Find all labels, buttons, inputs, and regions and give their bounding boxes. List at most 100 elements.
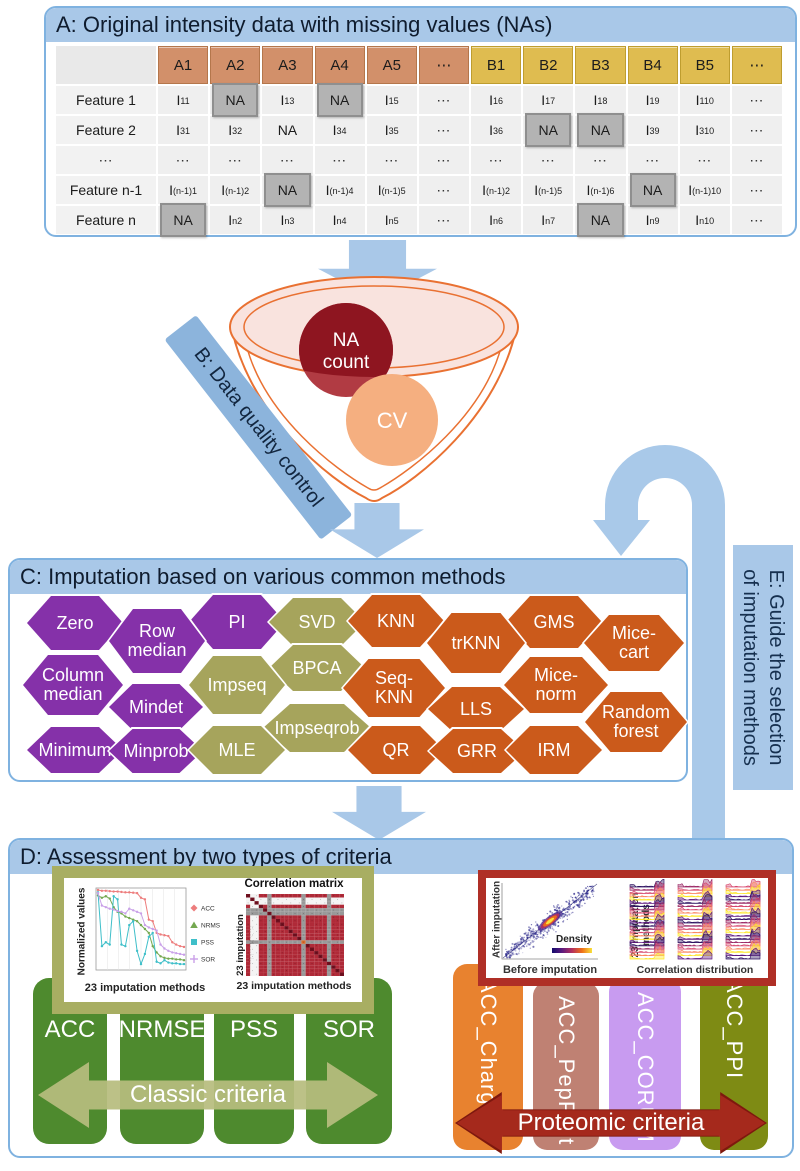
table-cell: ⋯: [418, 146, 469, 174]
table-header-cell: A1: [158, 46, 209, 84]
table-cell: NA: [262, 116, 313, 144]
hex-irm: IRM: [504, 724, 604, 776]
corr-matrix-xlabel: 23 imputation methods: [236, 980, 352, 992]
cv-label: CV: [377, 408, 408, 433]
table-header-cell: A3: [262, 46, 313, 84]
panel-e-title: E: Guide the selection of imputation met…: [733, 545, 793, 790]
normalized-values-chart: Normalized values ACC NRMS PSS SOR 23 imput…: [70, 884, 221, 1002]
scatter-xlabel: Before imputation: [502, 964, 598, 976]
table-row-label: Feature 1: [56, 86, 156, 114]
svg-text:ACC: ACC: [201, 906, 215, 913]
table-cell: NA: [314, 83, 365, 117]
table-row-label: Feature 2: [56, 116, 156, 144]
table-cell: I 18: [575, 86, 626, 114]
svg-text:PSS: PSS: [201, 940, 215, 947]
table-cell: I 11: [158, 86, 209, 114]
table-cell: I (n-1)2: [210, 176, 261, 204]
table-cell: I (n-1)5: [523, 176, 574, 204]
table-row-label: ⋯: [56, 146, 156, 174]
table-cell: ⋯: [731, 206, 782, 234]
hex-mle: MLE: [187, 724, 287, 776]
table-header-cell: B1: [471, 46, 522, 84]
proteomic-charts-frame: After imputation Density Before imputati…: [478, 870, 776, 986]
table-row-label: Feature n: [56, 206, 156, 234]
table-cell: I 110: [679, 86, 730, 114]
table-cell: I (n-1)4: [314, 176, 365, 204]
table-cell: I 35: [366, 116, 417, 144]
table-cell: ⋯: [679, 146, 730, 174]
corr-matrix-title: Correlation matrix: [244, 878, 344, 890]
panel-d-title: D: Assessment by two types of criteria: [10, 840, 792, 874]
arrow-c-to-d: [332, 786, 426, 840]
table-header-cell: A2: [210, 46, 261, 84]
table-cell: ⋯: [262, 146, 313, 174]
table-cell: I (n-1)10: [679, 176, 730, 204]
correlation-matrix-chart: Correlation matrix 23 imputation methods…: [232, 878, 356, 1002]
na-count-label-1: NA: [333, 330, 360, 351]
hex-column-median: Column median: [21, 653, 125, 717]
hex-qr: QR: [346, 724, 446, 776]
table-cell: I (n-1)6: [575, 176, 626, 204]
table-cell: ⋯: [314, 146, 365, 174]
table-cell: NA: [575, 203, 626, 237]
table-cell: I 16: [471, 86, 522, 114]
table-cell: ⋯: [418, 206, 469, 234]
table-cell: ⋯: [418, 86, 469, 114]
table-cell: I 36: [471, 116, 522, 144]
table-cell: I 15: [366, 86, 417, 114]
table-cell: I 310: [679, 116, 730, 144]
table-cell: ⋯: [418, 116, 469, 144]
table-cell: NA: [523, 113, 574, 147]
table-row-label: Feature n-1: [56, 176, 156, 204]
table-cell: ⋯: [523, 146, 574, 174]
table-cell: I 39: [627, 116, 678, 144]
table-header-cell: B4: [627, 46, 678, 84]
table-header-cell: B2: [523, 46, 574, 84]
table-cell: ⋯: [158, 146, 209, 174]
table-header-cell: A4: [314, 46, 365, 84]
table-header-cell: ⋯: [418, 46, 469, 84]
table-cell: NA: [627, 173, 678, 207]
quality-funnel: NA count CV: [229, 276, 519, 502]
line-chart-xlabel: 23 imputation methods: [84, 982, 206, 994]
hex-random-forest: Random forest: [583, 690, 689, 754]
table-header-cell: ⋯: [731, 46, 782, 84]
table-cell: NA: [158, 203, 209, 237]
table-cell: I (n-1)2: [471, 176, 522, 204]
table-cell: I 32: [210, 116, 261, 144]
table-cell: I 19: [627, 86, 678, 114]
table-cell: ⋯: [731, 86, 782, 114]
loop-arrow-e: [593, 445, 725, 842]
table-cell: I 17: [523, 86, 574, 114]
table-cell: ⋯: [731, 176, 782, 204]
table-header-cell: B5: [679, 46, 730, 84]
cv-circle: [346, 374, 438, 466]
svg-text:SOR: SOR: [201, 957, 215, 964]
table-cell: ⋯: [575, 146, 626, 174]
table-cell: NA: [575, 113, 626, 147]
ridge-xlabel: Correlation distribution: [636, 964, 754, 976]
hex-zero: Zero: [25, 594, 125, 652]
table-corner-cell: [56, 46, 156, 84]
na-count-label-2: count: [323, 352, 370, 373]
intensity-table: A1 A2 A3 A4 A5 ⋯ B1 B2 B3 B4 B5 ⋯ Feature 1 I 11 NA I 13 N…: [56, 46, 782, 237]
table-cell: NA: [262, 173, 313, 207]
density-legend-label: Density: [556, 934, 593, 945]
table-cell: I 34: [314, 116, 365, 144]
table-cell: ⋯: [731, 146, 782, 174]
panel-a-title: A: Original intensity data with missing …: [46, 8, 795, 42]
table-header-cell: B3: [575, 46, 626, 84]
table-cell: ⋯: [210, 146, 261, 174]
table-cell: I (n-1)1: [158, 176, 209, 204]
table-cell: NA: [210, 83, 261, 117]
table-cell: ⋯: [366, 146, 417, 174]
svg-text:NRMS: NRMS: [201, 923, 220, 930]
